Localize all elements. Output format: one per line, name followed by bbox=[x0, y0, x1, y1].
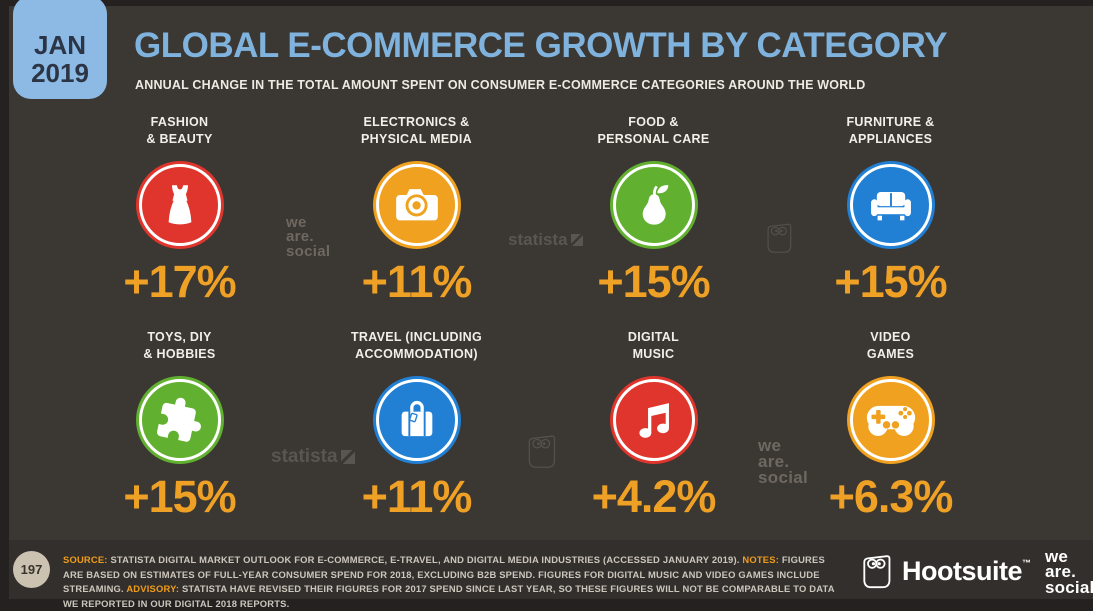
category-label: TOYS, DIY & HOBBIES bbox=[143, 330, 216, 361]
gamepad-icon bbox=[866, 405, 915, 436]
category-label: FASHION & BEAUTY bbox=[146, 115, 213, 146]
category-label: ELECTRONICS & PHYSICAL MEDIA bbox=[361, 115, 472, 146]
slide-background bbox=[9, 6, 1093, 599]
category-value: +4.2% bbox=[591, 471, 717, 522]
category-value: +17% bbox=[123, 256, 236, 307]
statista-logo-icon bbox=[340, 450, 355, 464]
category-value: +15% bbox=[123, 471, 236, 522]
category-value: +15% bbox=[597, 256, 710, 307]
we-are-social-watermark: we are. social bbox=[758, 436, 808, 488]
category-label: FURNITURE & APPLIANCES bbox=[846, 115, 935, 146]
puzzle-icon bbox=[156, 397, 201, 442]
category-icon-circle bbox=[609, 161, 698, 249]
music-note-icon bbox=[638, 403, 669, 438]
brand-logos: Hootsuite™ we are. social bbox=[862, 547, 1093, 597]
category-label: DIGITAL MUSIC bbox=[627, 330, 680, 361]
source-note: SOURCE: STATISTA DIGITAL MARKET OUTLOOK … bbox=[63, 554, 835, 609]
category-card-video-games: VIDEO GAMES +6.3% bbox=[772, 329, 1009, 523]
footer-band bbox=[9, 540, 1093, 599]
page-subtitle: ANNUAL CHANGE IN THE TOTAL AMOUNT SPENT … bbox=[135, 78, 866, 92]
hootsuite-owl-watermark-icon bbox=[767, 223, 792, 253]
date-month: JAN bbox=[33, 30, 86, 61]
category-row-1: FASHION & BEAUTY +17% ELECTRONICS & PHYS… bbox=[61, 114, 1009, 308]
hootsuite-logo-text: Hootsuite bbox=[902, 556, 1023, 587]
statista-logo-icon bbox=[570, 234, 583, 246]
category-value: +15% bbox=[834, 256, 947, 307]
hootsuite-owl-logo-icon bbox=[863, 555, 891, 589]
category-value: +11% bbox=[361, 471, 473, 522]
page-number-badge: 197 bbox=[13, 551, 50, 588]
sofa-icon bbox=[870, 191, 911, 221]
we-are-social-logo: we are. social bbox=[1045, 547, 1093, 597]
category-card-digital-music: DIGITAL MUSIC +4.2% bbox=[535, 329, 772, 523]
category-value: +6.3% bbox=[828, 471, 954, 522]
dress-icon bbox=[168, 185, 191, 225]
category-card-electronics: ELECTRONICS & PHYSICAL MEDIA +11% bbox=[298, 114, 535, 308]
pear-icon bbox=[642, 185, 668, 225]
camera-icon bbox=[395, 189, 438, 221]
hootsuite-owl-watermark-icon bbox=[528, 435, 556, 468]
category-icon-circle bbox=[609, 376, 698, 464]
date-year: 2019 bbox=[31, 57, 89, 88]
statista-watermark: statista bbox=[508, 230, 583, 250]
category-card-fashion-beauty: FASHION & BEAUTY +17% bbox=[61, 114, 298, 308]
category-card-travel: TRAVEL (INCLUDING ACCOMMODATION) +11% bbox=[298, 329, 535, 523]
statista-watermark: statista bbox=[271, 446, 355, 468]
category-label: VIDEO GAMES bbox=[866, 330, 915, 361]
suitcase-icon bbox=[401, 401, 432, 437]
date-badge: JAN 2019 bbox=[13, 0, 107, 99]
category-row-2: TOYS, DIY & HOBBIES +15% TRAVEL (INCLUDI… bbox=[61, 329, 1009, 523]
category-icon-circle bbox=[372, 161, 461, 249]
we-are-social-watermark: we are. social bbox=[286, 214, 331, 260]
category-label: TRAVEL (INCLUDING ACCOMMODATION) bbox=[350, 330, 483, 361]
category-icon-circle bbox=[372, 376, 461, 464]
category-icon-circle bbox=[135, 161, 224, 249]
category-card-food: FOOD & PERSONAL CARE +15% bbox=[535, 114, 772, 308]
category-card-furniture: FURNITURE & APPLIANCES +15% bbox=[772, 114, 1009, 308]
category-icon-circle bbox=[846, 376, 935, 464]
category-card-toys: TOYS, DIY & HOBBIES +15% bbox=[61, 329, 298, 523]
category-icon-circle bbox=[846, 161, 935, 249]
trademark-symbol: ™ bbox=[1022, 558, 1031, 569]
page-title: GLOBAL E-COMMERCE GROWTH BY CATEGORY bbox=[134, 26, 947, 65]
category-value: +11% bbox=[361, 256, 473, 307]
category-label: FOOD & PERSONAL CARE bbox=[597, 115, 710, 146]
category-icon-circle bbox=[135, 376, 224, 464]
